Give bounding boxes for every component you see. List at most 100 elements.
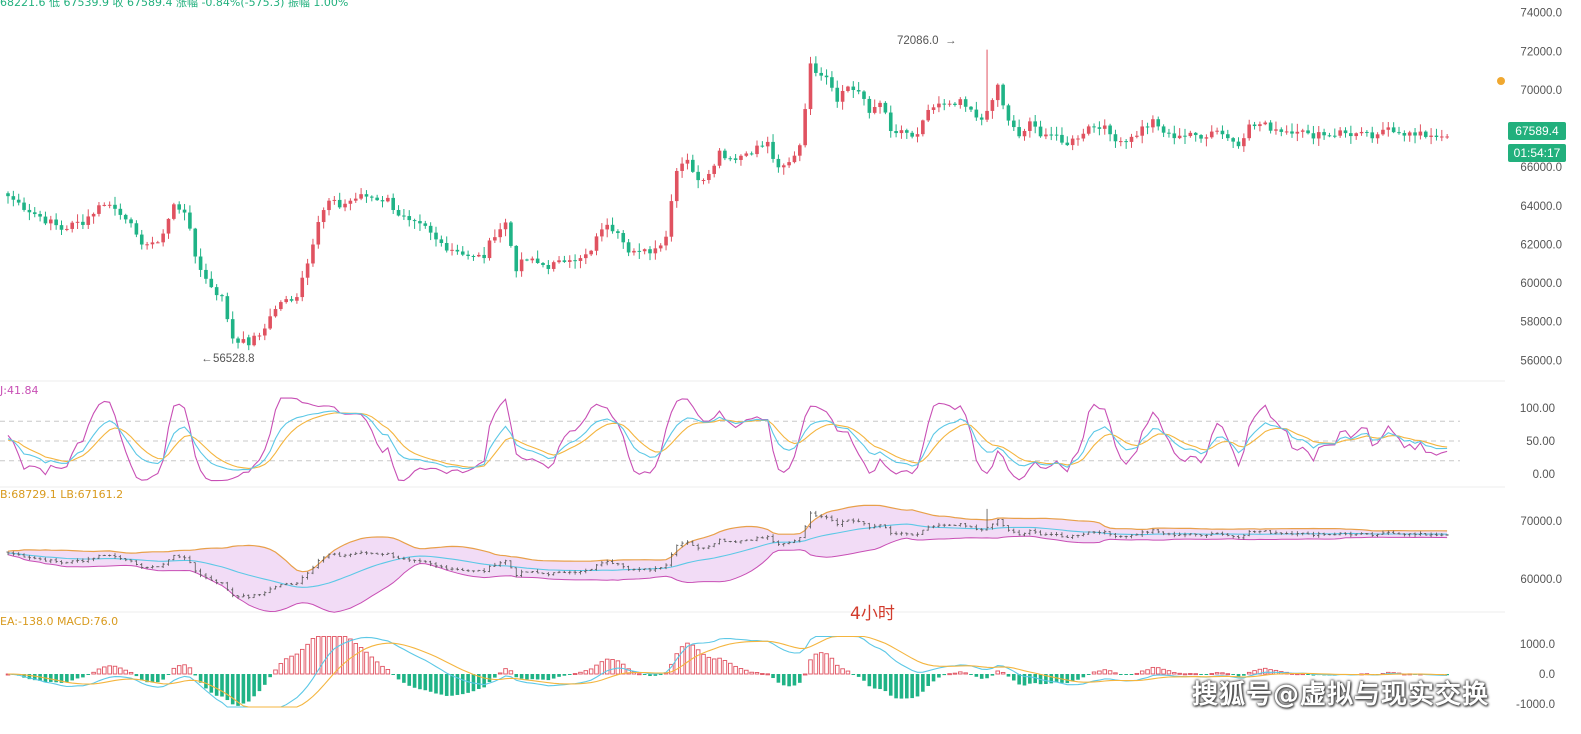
- bollinger-bands: [7, 504, 1448, 613]
- candle-body: [1252, 124, 1257, 127]
- timeframe-label: 4小时: [850, 604, 895, 624]
- macd-histogram-bar: [1139, 670, 1145, 675]
- macd-histogram-bar: [872, 674, 877, 689]
- candle-body: [519, 259, 524, 272]
- candle-body: [1290, 131, 1294, 134]
- macd-histogram-bar: [1107, 670, 1113, 675]
- candle-body: [1220, 130, 1225, 135]
- candle-body: [198, 256, 203, 270]
- candle-body: [760, 145, 765, 147]
- macd-tick-label: 1000.0: [1520, 639, 1555, 651]
- macd-histogram-bar: [695, 649, 701, 675]
- macd-histogram-bar: [541, 674, 545, 680]
- macd-histogram-bar: [204, 674, 208, 689]
- candle-body: [888, 112, 893, 132]
- candle-body: [1017, 127, 1021, 137]
- macd-histogram-bar: [1017, 674, 1021, 685]
- macd-histogram-bar: [1150, 666, 1156, 675]
- macd-histogram-bar: [1199, 674, 1203, 675]
- candle-body: [97, 205, 101, 214]
- alert-dot-icon[interactable]: [1497, 77, 1505, 85]
- candle-body: [830, 77, 834, 88]
- macd-histogram-bar: [1214, 672, 1220, 675]
- candle-body: [1359, 131, 1364, 134]
- macd-histogram-bar: [514, 674, 519, 678]
- candle-body: [798, 145, 802, 156]
- candle-body: [380, 200, 385, 202]
- candle-body: [1440, 136, 1444, 138]
- macd-histogram-bar: [862, 674, 866, 681]
- macd-histogram-bar: [220, 674, 224, 697]
- macd-histogram-bar: [380, 665, 385, 675]
- macd-histogram-bar: [572, 673, 578, 676]
- grid-lines: [0, 380, 1505, 613]
- macd-histogram-bar: [391, 674, 395, 675]
- candle-body: [990, 100, 995, 111]
- macd-histogram-bar: [958, 671, 963, 675]
- candle-body: [1102, 125, 1107, 129]
- candle-body: [460, 251, 465, 255]
- candle-body: [733, 158, 738, 160]
- candle-body: [926, 109, 930, 121]
- macd-histogram-bar: [428, 674, 433, 692]
- candle-body: [1418, 131, 1423, 136]
- candle-body: [1188, 132, 1193, 137]
- candle-body: [749, 153, 754, 155]
- macd-histogram-bar: [278, 663, 284, 675]
- candle-body: [279, 302, 283, 310]
- candle-body: [204, 269, 208, 279]
- high-arrow-icon: →: [945, 35, 957, 47]
- ohlc-header: 68221.6 低 67539.9 收 67589.4 涨幅 -0.84%(-5…: [0, 0, 348, 9]
- macd-histogram-bar: [974, 674, 979, 677]
- candle-body: [947, 103, 952, 105]
- macd-histogram-bar: [658, 674, 663, 676]
- candle-body: [353, 198, 358, 201]
- candle-body: [1231, 138, 1235, 142]
- price-tick-label: 60000.0: [1520, 278, 1562, 290]
- macd-histogram-bar: [1049, 674, 1054, 684]
- candle-body: [327, 200, 331, 211]
- macd-histogram-bar: [1209, 673, 1214, 675]
- candle-body: [1429, 135, 1433, 137]
- candle-body: [1135, 135, 1139, 137]
- macd-histogram-bar: [530, 674, 535, 680]
- candle-body: [1402, 133, 1407, 136]
- macd-histogram-bar: [369, 656, 375, 675]
- candle-body: [418, 221, 422, 224]
- macd-histogram-bar: [1445, 674, 1449, 676]
- candle-body: [648, 249, 652, 254]
- macd-histogram-bar: [947, 673, 952, 676]
- macd-histogram-bar: [567, 674, 572, 675]
- candle-body: [567, 260, 572, 262]
- candle-body: [969, 106, 973, 110]
- macd-histogram-bar: [824, 653, 829, 675]
- macd-histogram-bar: [81, 674, 85, 678]
- macd-histogram-bar: [283, 658, 289, 675]
- candle-body: [1140, 126, 1144, 136]
- macd-histogram-bar: [455, 674, 460, 695]
- macd-histogram-bar: [851, 674, 856, 675]
- candle-body: [1263, 122, 1268, 125]
- price-tick-label: 70000.0: [1520, 85, 1562, 97]
- candle-body: [1295, 131, 1300, 134]
- macd-histogram-bar: [337, 636, 342, 675]
- candle-body: [289, 299, 294, 301]
- macd-histogram-bar: [214, 674, 219, 696]
- macd-histogram-bar: [225, 674, 230, 701]
- macd-histogram-bar: [182, 664, 187, 675]
- candle-body: [75, 221, 80, 223]
- macd-histogram-bar: [268, 674, 272, 678]
- candle-body: [1226, 134, 1230, 139]
- macd-histogram-bar: [246, 674, 251, 702]
- macd-histogram-bar: [54, 674, 58, 683]
- macd-histogram-bar: [969, 674, 973, 675]
- candle-body: [49, 219, 53, 224]
- macd-histogram-bar: [123, 669, 128, 675]
- macd-histogram-bar: [385, 669, 391, 675]
- macd-histogram-bar: [96, 668, 102, 675]
- candle-body: [188, 212, 192, 229]
- candle-body: [284, 299, 288, 303]
- macd-histogram-bar: [59, 674, 64, 683]
- candle-body: [150, 242, 155, 245]
